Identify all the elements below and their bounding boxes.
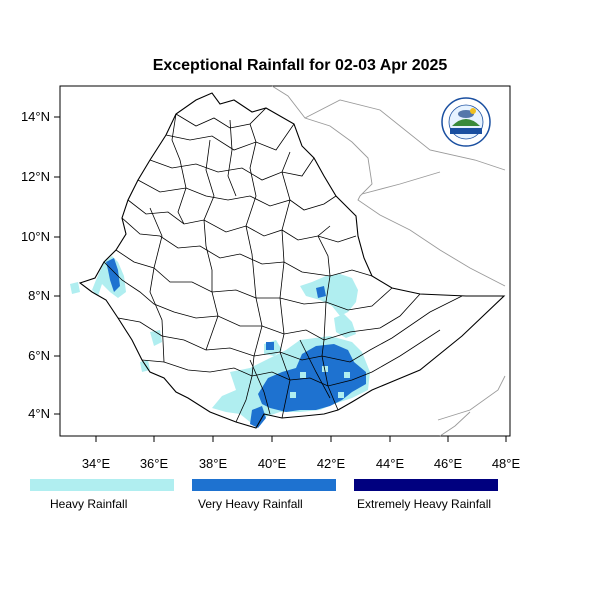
x-tick-label: 36°E [140, 456, 169, 471]
x-tick-label: 48°E [492, 456, 521, 471]
x-tick-label: 46°E [434, 456, 463, 471]
y-tick-label: 8°N [28, 288, 50, 303]
x-tick-label: 40°E [258, 456, 287, 471]
rain-cell-heavy [290, 392, 296, 398]
y-tick-label: 12°N [21, 169, 50, 184]
rainfall-cells [70, 256, 370, 428]
plot-frame [59, 85, 511, 437]
rain-cell-heavy [300, 274, 358, 316]
admin-boundaries [103, 107, 463, 423]
rain-cell-heavy [344, 372, 350, 378]
rain-cell-very-heavy [106, 258, 120, 292]
x-tick-label: 42°E [317, 456, 346, 471]
legend-swatch-extreme [354, 479, 498, 491]
rain-cell-very-heavy [316, 286, 326, 298]
x-tick-label: 44°E [376, 456, 405, 471]
rain-cell-heavy [70, 282, 80, 294]
rain-cell-very-heavy [266, 342, 274, 350]
axis-ticks [54, 116, 507, 442]
legend-label-extreme: Extremely Heavy Rainfall [357, 497, 492, 511]
y-tick-label: 10°N [21, 229, 50, 244]
agency-seal-icon [441, 97, 491, 147]
legend-swatch-very-heavy [192, 479, 336, 491]
neighbor-boundaries [271, 85, 506, 437]
rain-cell-heavy [334, 314, 356, 338]
y-tick-label: 4°N [28, 406, 50, 421]
y-tick-label: 14°N [21, 109, 50, 124]
map-title: Exceptional Rainfall for 02-03 Apr 2025 [152, 57, 448, 74]
legend-label-heavy: Heavy Rainfall [50, 497, 128, 511]
rain-cell-heavy [300, 372, 306, 378]
y-tick-label: 6°N [28, 348, 50, 363]
legend-swatch-heavy [30, 479, 174, 491]
country-outline [78, 92, 506, 429]
rain-cell-very-heavy [250, 406, 266, 428]
x-tick-label: 34°E [82, 456, 111, 471]
x-tick-label: 38°E [199, 456, 228, 471]
axis-tick-labels: 34°E 36°E 38°E 40°E 42°E 44°E 46°E 48°E 14°N 12°N… [21, 109, 521, 471]
rain-cell-heavy [338, 392, 344, 398]
legend-label-very-heavy: Very Heavy Rainfall [198, 497, 303, 511]
